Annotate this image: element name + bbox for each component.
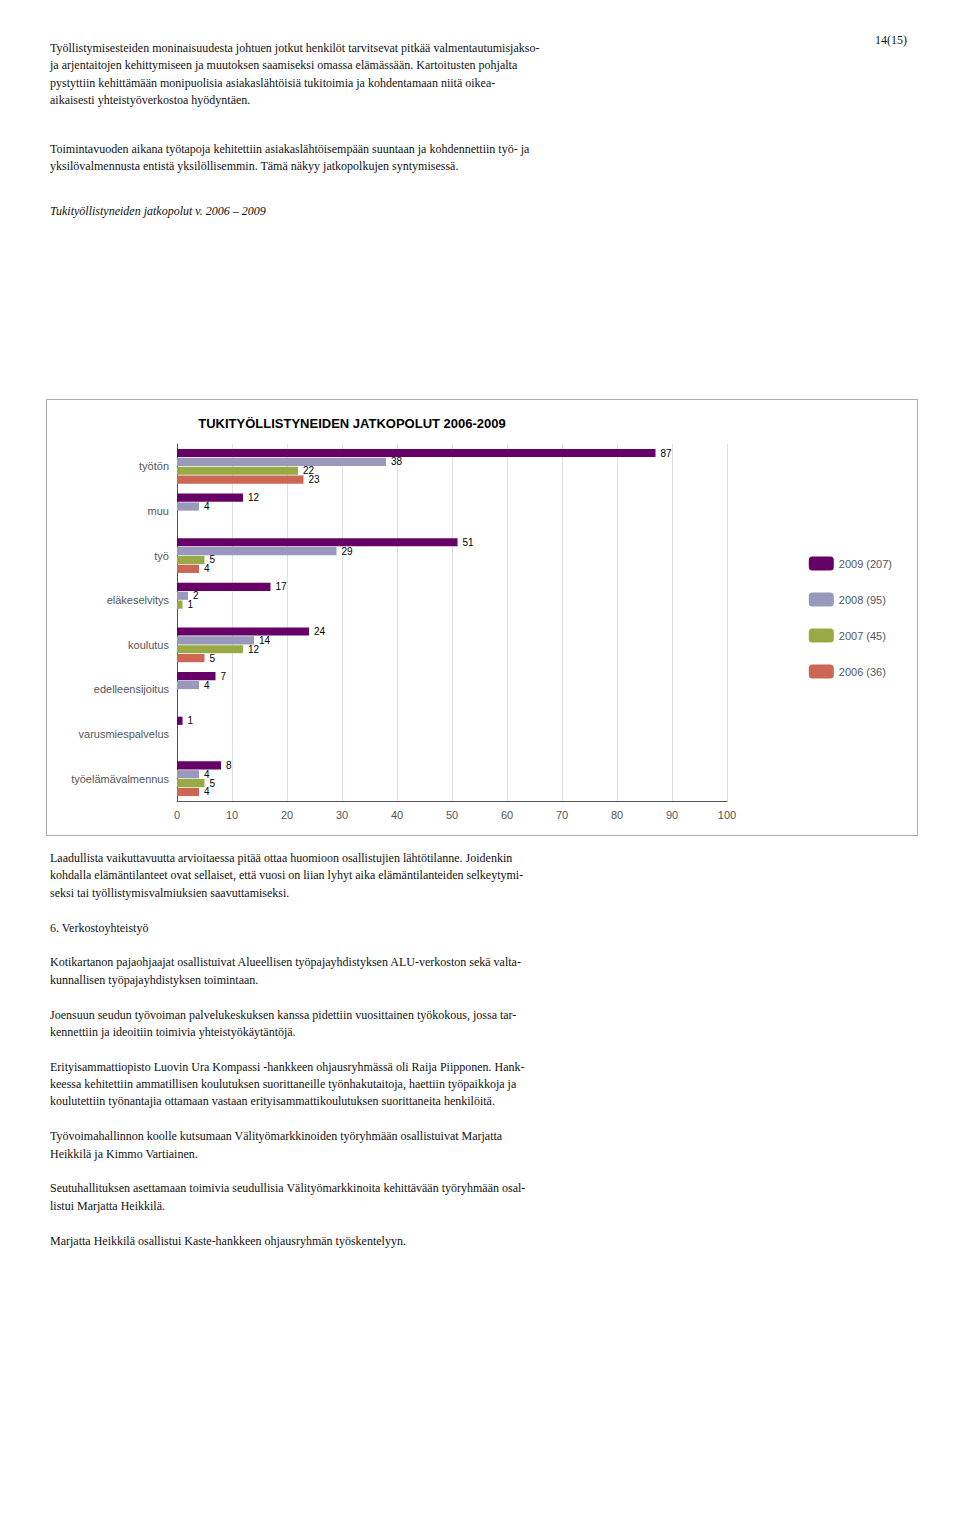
svg-text:20: 20 [281,809,293,821]
svg-text:80: 80 [611,809,623,821]
svg-text:4: 4 [204,501,210,512]
svg-text:24: 24 [314,626,326,637]
svg-text:90: 90 [666,809,678,821]
svg-text:0: 0 [174,809,180,821]
svg-text:eläkeselvitys: eläkeselvitys [107,594,170,606]
svg-text:70: 70 [556,809,568,821]
svg-text:22: 22 [303,465,315,477]
svg-text:muu: muu [148,505,169,517]
svg-text:14: 14 [259,635,271,646]
html-text:Laadullista vaikuttavuutta arv: Laadullista vaikuttavuutta arvioitaessa … [50,851,526,1248]
svg-text:29: 29 [342,546,354,557]
svg-text:2: 2 [193,590,199,601]
svg-text:8: 8 [226,760,232,771]
html-text:14(15): 14(15) [875,33,907,47]
svg-text:7: 7 [221,671,227,682]
html-text:Toimintavuoden aikana työtapoj: Toimintavuoden aikana työtapoja kehitett… [50,142,530,174]
html-text:Työllistymisesteiden moninaisu: Työllistymisesteiden moninaisuudesta joh… [50,41,540,108]
svg-text:100: 100 [718,809,736,821]
svg-text:koulutus: koulutus [128,639,169,651]
svg-text:5: 5 [210,778,216,789]
svg-text:5: 5 [210,653,216,664]
svg-text:30: 30 [336,809,348,821]
svg-text:4: 4 [204,563,210,574]
svg-text:12: 12 [248,492,260,503]
svg-text:1: 1 [188,715,194,726]
svg-text:2007 (45): 2007 (45) [839,630,886,642]
svg-text:40: 40 [391,809,403,821]
svg-text:38: 38 [391,456,403,467]
svg-text:4: 4 [204,786,210,797]
svg-text:2009 (207): 2009 (207) [839,558,892,570]
svg-text:4: 4 [204,680,210,691]
svg-text:12: 12 [248,644,260,655]
svg-text:työtön: työtön [139,460,169,472]
svg-text:työ: työ [154,550,169,562]
svg-text:varusmiespalvelus: varusmiespalvelus [79,728,170,740]
svg-text:60: 60 [501,809,513,821]
svg-text:17: 17 [276,581,288,592]
svg-text:TUKITYÖLLISTYNEIDEN JATKOPOLUT: TUKITYÖLLISTYNEIDEN JATKOPOLUT 2006-2009 [198,416,506,431]
svg-text:2006 (36): 2006 (36) [839,666,886,678]
svg-text:51: 51 [463,537,475,548]
svg-text:23: 23 [309,474,321,485]
svg-text:1: 1 [188,599,194,610]
svg-text:50: 50 [446,809,458,821]
html-text:Tukityöllistyneiden jatkopolut: Tukityöllistyneiden jatkopolut v. 2006 –… [50,204,266,218]
svg-text:87: 87 [661,448,673,459]
svg-text:2008 (95): 2008 (95) [839,594,886,606]
svg-text:5: 5 [210,554,216,565]
svg-text:edelleensijoitus: edelleensijoitus [94,683,170,695]
svg-text:10: 10 [226,809,238,821]
svg-text:työelämävalmennus: työelämävalmennus [71,773,169,785]
svg-text:4: 4 [204,768,210,780]
